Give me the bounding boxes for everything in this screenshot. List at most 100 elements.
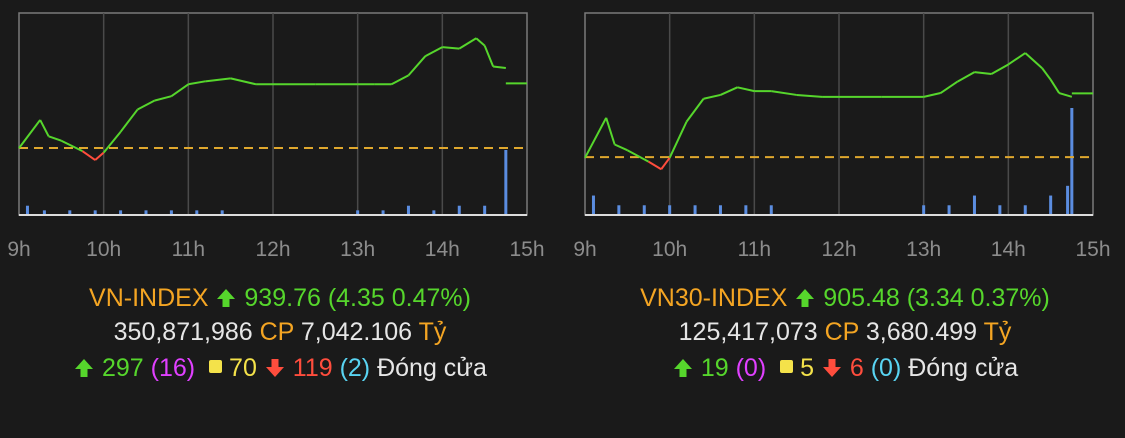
price-line-segment (584, 117, 608, 159)
volume-bar (220, 210, 224, 215)
price-line-segment (475, 37, 486, 47)
price-line-segment (685, 98, 705, 123)
price-line-segment (990, 63, 1009, 75)
arrow-up-icon (794, 287, 816, 316)
volume-bar (93, 210, 97, 215)
price-line-segment (771, 90, 797, 96)
arrow-down-icon (264, 357, 286, 386)
arrow-up-icon (672, 357, 694, 386)
volume-bar (457, 205, 461, 215)
price-line-segment (81, 150, 96, 161)
volume-bar (718, 205, 722, 215)
index-change: (3.34 0.37%) (906, 284, 1050, 312)
price-line-segment (170, 83, 189, 97)
volume-bar (1049, 195, 1053, 215)
volume-bar (68, 210, 72, 215)
index-value: 939.76 (244, 284, 321, 312)
price-line-segment (957, 71, 975, 83)
price-line-segment (703, 93, 721, 100)
ceiling-count: (0) (735, 354, 767, 382)
volume-bar (947, 205, 951, 215)
decliners-count: 119 (292, 354, 333, 382)
price-line-segment (60, 139, 83, 153)
advancers-count: 297 (102, 354, 144, 382)
vn30-volume-line: 125,417,073 CP 3,680.499 Tỷ (565, 318, 1125, 347)
volume-bar (144, 210, 148, 215)
price-line-segment (940, 80, 959, 94)
price-line-segment (1049, 79, 1060, 94)
unit-label: Tỷ (983, 318, 1012, 346)
x-tick-label: 11h (738, 238, 771, 261)
advancers-count: 19 (700, 354, 729, 382)
price-line-segment (626, 149, 649, 163)
price-line-segment (391, 74, 409, 86)
price-line-segment (493, 65, 506, 69)
x-tick-label: 15h (509, 238, 544, 261)
x-tick-label: 9h (573, 238, 596, 261)
vnindex-volume-line: 350,871,986 CP 7,042.106 Tỷ (0, 318, 560, 347)
volume-bar (617, 205, 621, 215)
ceiling-count: (16) (150, 354, 196, 382)
price-line-segment (1007, 52, 1026, 66)
index-name: VN30-INDEX (640, 284, 788, 312)
floor-count: (0) (870, 354, 902, 382)
price-line-segment (94, 151, 105, 161)
price-line-segment (119, 108, 139, 133)
price-line-segment (205, 77, 231, 83)
x-tick-label: 13h (340, 238, 375, 261)
volume-bar (195, 210, 199, 215)
x-tick-label: 14h (991, 238, 1026, 261)
volume-bar (381, 210, 385, 215)
price-line-segment (188, 80, 206, 86)
unchanged-square-icon (780, 360, 794, 373)
price-line-segment (668, 121, 688, 159)
price-line-segment (137, 99, 155, 111)
price-line-segment (605, 117, 616, 145)
price-line-segment (796, 93, 823, 98)
index-name: VN-INDEX (89, 284, 209, 312)
volume-bar (432, 210, 436, 215)
vn30-chart: 9h 10h 11h 12h 13h 14h 15h (573, 12, 1111, 261)
volume-bar (744, 205, 748, 215)
price-line-segment (974, 71, 992, 75)
vn30-breadth-line: 19 (0) 5 6 (0) Đóng cửa (565, 354, 1125, 386)
price-line-segment (102, 131, 122, 154)
volume-bar (169, 210, 173, 215)
x-tick-label: 14h (425, 238, 460, 261)
x-tick-label: 10h (652, 238, 687, 261)
volume-bar (769, 205, 773, 215)
price-line-segment (1041, 67, 1052, 81)
price-line-segment (458, 37, 477, 50)
vn30-panel: 9h 10h 11h 12h 13h 14h 15h VN30-INDEX 905.48 (… (565, 0, 1125, 438)
floor-count: (2) (339, 354, 371, 382)
price-line-segment (483, 45, 495, 67)
volume-bar (922, 205, 926, 215)
x-tick-label: 10h (86, 238, 121, 261)
price-line-segment (1058, 92, 1073, 98)
x-tick-label: 12h (255, 238, 290, 261)
price-line-segment (39, 119, 50, 137)
index-value: 905.48 (823, 284, 900, 312)
volume-value: 125,417,073 (678, 318, 818, 346)
arrow-down-icon (821, 357, 843, 386)
x-tick-label: 9h (7, 238, 30, 261)
volume-bar (668, 205, 672, 215)
vnindex-panel: 9h 10h 11h 12h 13h 14h 15h VN-INDEX 939.76 (4.… (0, 0, 560, 438)
volume-bar (642, 205, 646, 215)
volume-bar (504, 150, 508, 215)
price-line-segment (18, 119, 41, 149)
price-line-segment (424, 46, 443, 57)
volume-bar (591, 195, 595, 215)
volume-bar (406, 205, 410, 215)
x-tick-label: 11h (172, 238, 205, 261)
market-status: Đóng cửa (377, 354, 487, 382)
index-change: (4.35 0.47%) (327, 284, 471, 312)
price-line-segment (720, 86, 738, 96)
vnindex-chart: 9h 10h 11h 12h 13h 14h 15h (7, 12, 545, 261)
cp-label: CP (259, 318, 294, 346)
vn30-headline: VN30-INDEX 905.48 (3.34 0.37%) (565, 284, 1125, 316)
volume-bar (998, 205, 1002, 215)
price-line-segment (230, 77, 257, 86)
price-line-segment (407, 55, 427, 77)
volume-bar (1070, 108, 1074, 215)
